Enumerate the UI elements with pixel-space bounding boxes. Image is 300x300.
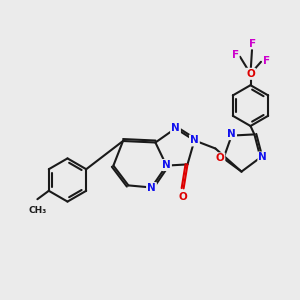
Text: N: N	[258, 152, 267, 163]
Text: O: O	[215, 153, 224, 164]
Text: O: O	[178, 192, 188, 202]
Text: F: F	[263, 56, 271, 66]
Text: F: F	[249, 39, 256, 49]
Text: CH₃: CH₃	[28, 206, 46, 215]
Text: O: O	[246, 69, 255, 79]
Text: N: N	[147, 183, 156, 193]
Text: N: N	[162, 160, 171, 170]
Text: F: F	[232, 50, 239, 60]
Text: N: N	[171, 123, 180, 134]
Text: N: N	[190, 135, 199, 146]
Text: N: N	[227, 129, 236, 139]
